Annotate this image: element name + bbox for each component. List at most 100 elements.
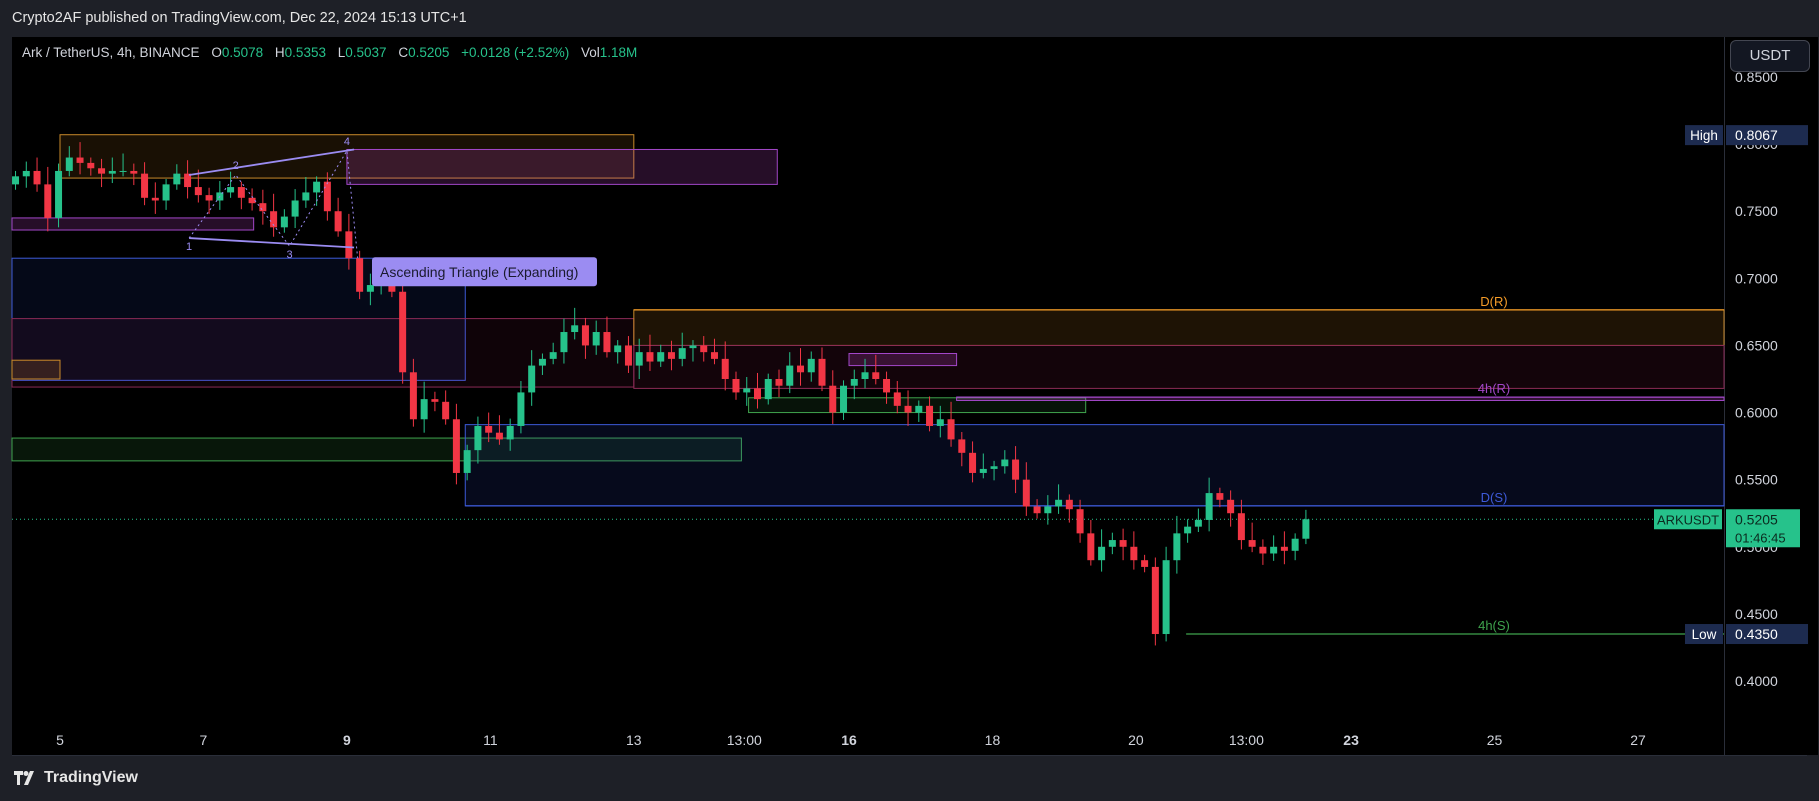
candle-body[interactable] [721,358,729,379]
candle-body[interactable] [646,352,654,362]
candle-body[interactable] [55,170,63,218]
pattern-upper-line[interactable] [188,148,355,176]
zone-2[interactable] [11,217,255,231]
candle-body[interactable] [1259,546,1267,554]
symbol-title[interactable]: Ark / TetherUS, 4h, BINANCE [22,45,200,60]
candle-body[interactable] [979,468,987,473]
candle-body[interactable] [528,365,536,393]
candle-body[interactable] [1205,493,1213,520]
candle-body[interactable] [452,419,460,473]
candle-body[interactable] [807,358,815,373]
candle-body[interactable] [549,352,557,359]
candle-body[interactable] [65,157,73,171]
candle-body[interactable] [313,181,321,193]
candle-body[interactable] [98,168,106,174]
candle-body[interactable] [173,173,181,185]
candle-body[interactable] [1001,459,1009,467]
candle-body[interactable] [904,405,912,413]
tradingview-logo[interactable]: TradingView [14,769,138,787]
candle-body[interactable] [775,379,783,386]
zone-9[interactable] [633,344,1725,389]
candle-body[interactable] [678,348,686,359]
candle-body[interactable] [517,392,525,426]
candle-body[interactable] [710,352,718,359]
candle-body[interactable] [205,195,213,201]
candle-body[interactable] [1055,499,1063,507]
candle-body[interactable] [743,388,751,393]
candle-body[interactable] [87,162,95,169]
pattern-label-box[interactable] [372,257,597,287]
candle-body[interactable] [280,216,288,228]
candle-body[interactable] [872,372,880,379]
candle-body[interactable] [442,401,450,420]
candle-body[interactable] [345,231,353,259]
candle-body[interactable] [840,385,848,413]
candle-body[interactable] [1076,509,1084,534]
candle-body[interactable] [926,405,934,426]
pattern-lower-line[interactable] [189,237,355,249]
candle-body[interactable] [399,291,407,373]
candle-body[interactable] [732,379,740,393]
candle-body[interactable] [506,425,514,440]
candle-body[interactable] [603,332,611,353]
candle-body[interactable] [883,379,891,393]
candle-body[interactable] [1130,546,1138,561]
candle-body[interactable] [560,332,568,353]
candle-body[interactable] [571,325,579,333]
candle-body[interactable] [861,372,869,379]
currency-button[interactable]: USDT [1730,40,1810,72]
candle-body[interactable] [12,176,20,185]
candle-body[interactable] [1302,519,1310,539]
candle-body[interactable] [990,466,998,469]
candle-body[interactable] [1270,546,1278,554]
candle-body[interactable] [108,170,116,174]
candle-body[interactable] [291,200,299,217]
candle-body[interactable] [764,379,772,400]
candle-body[interactable] [1151,566,1159,635]
candle-body[interactable] [33,170,41,185]
candle-body[interactable] [409,372,417,420]
candle-body[interactable] [700,345,708,353]
candle-body[interactable] [1012,459,1020,480]
candle-body[interactable] [850,379,858,386]
candle-body[interactable] [753,388,761,400]
candle-body[interactable] [915,405,923,413]
candle-body[interactable] [323,181,331,212]
zone-1[interactable] [346,148,778,185]
candle-body[interactable] [162,184,170,201]
candle-body[interactable] [420,399,428,420]
candle-body[interactable] [667,352,675,359]
candle-body[interactable] [259,203,267,212]
candle-body[interactable] [893,392,901,406]
candle-body[interactable] [797,365,805,373]
candle-body[interactable] [356,258,364,292]
candle-body[interactable] [624,345,632,366]
candle-body[interactable] [947,419,955,440]
candle-body[interactable] [969,452,977,473]
candle-body[interactable] [463,450,471,473]
candle-body[interactable] [958,439,966,453]
zone-7[interactable] [464,424,1725,507]
candles[interactable] [12,142,1310,646]
candle-body[interactable] [1237,513,1245,541]
candle-body[interactable] [1087,533,1095,561]
candle-body[interactable] [151,197,159,201]
candle-body[interactable] [1119,540,1127,547]
candle-body[interactable] [119,170,127,172]
candle-body[interactable] [592,332,600,346]
candle-body[interactable] [1141,560,1149,567]
candle-body[interactable] [194,187,202,196]
zone-6[interactable] [11,437,742,462]
candle-body[interactable] [1184,526,1192,534]
candle-body[interactable] [1291,538,1299,551]
candle-body[interactable] [829,385,837,413]
candle-body[interactable] [237,187,245,198]
candle-body[interactable] [538,358,546,366]
candle-body[interactable] [614,345,622,353]
candle-body[interactable] [1248,540,1256,547]
candle-body[interactable] [44,184,52,218]
candle-body[interactable] [1033,506,1041,514]
candle-body[interactable] [1173,533,1181,561]
zone-4[interactable] [11,318,635,388]
